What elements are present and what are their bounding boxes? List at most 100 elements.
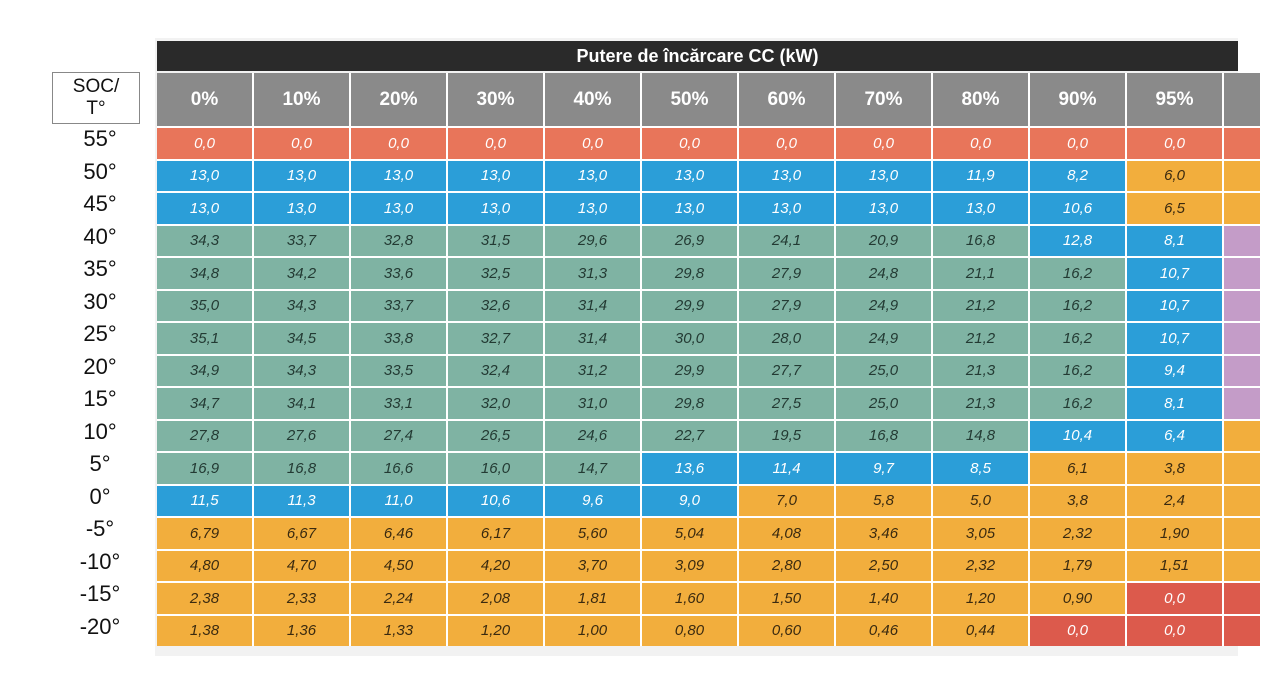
power-cell-clipped (1224, 160, 1260, 191)
power-cell: 8,1 (1127, 225, 1222, 256)
power-cell: 21,3 (933, 355, 1028, 386)
power-cell: 10,7 (1127, 290, 1222, 321)
power-cell: 22,7 (642, 420, 737, 451)
power-cell: 10,7 (1127, 323, 1222, 354)
power-cell: 13,0 (351, 160, 446, 191)
power-cell: 13,0 (642, 160, 737, 191)
power-cell: 1,20 (933, 583, 1028, 614)
power-cell: 34,5 (254, 323, 349, 354)
power-cell: 20,9 (836, 225, 931, 256)
power-cell: 31,3 (545, 258, 640, 289)
power-cell: 16,8 (836, 420, 931, 451)
charging-power-table: 0% 10% 20% 30% 40% 50% 60% 70% 80% 90% 95% 0,0 0,0 0,… (157, 73, 1260, 646)
power-cell: 11,0 (351, 485, 446, 516)
power-cell: 1,40 (836, 583, 931, 614)
power-cell: 29,8 (642, 258, 737, 289)
power-cell: 2,24 (351, 583, 446, 614)
power-cell: 6,67 (254, 518, 349, 549)
power-cell: 32,8 (351, 225, 446, 256)
power-cell: 5,0 (933, 485, 1028, 516)
power-cell: 29,8 (642, 388, 737, 419)
power-cell: 33,7 (351, 290, 446, 321)
power-cell: 1,50 (739, 583, 834, 614)
power-cell: 13,0 (448, 160, 543, 191)
power-cell: 5,8 (836, 485, 931, 516)
power-cell-clipped (1224, 290, 1260, 321)
power-cell: 16,2 (1030, 323, 1125, 354)
power-cell: 9,0 (642, 485, 737, 516)
temperature-label: 0° (89, 483, 111, 509)
power-cell: 29,6 (545, 225, 640, 256)
power-cell-clipped (1224, 615, 1260, 646)
power-cell: 4,20 (448, 550, 543, 581)
temperature-label: 10° (83, 418, 117, 444)
temperature-label: 30° (83, 288, 117, 314)
power-cell: 24,9 (836, 323, 931, 354)
power-cell-clipped (1224, 355, 1260, 386)
power-cell: 8,1 (1127, 388, 1222, 419)
soc-header: 40% (545, 73, 640, 126)
power-cell: 27,6 (254, 420, 349, 451)
power-cell: 0,0 (1030, 128, 1125, 159)
power-cell: 31,5 (448, 225, 543, 256)
power-cell: 27,5 (739, 388, 834, 419)
table-title: Putere de încărcare CC (kW) (157, 41, 1238, 71)
power-cell: 7,0 (739, 485, 834, 516)
temperature-label: 35° (83, 256, 117, 281)
power-cell: 3,46 (836, 518, 931, 549)
power-cell: 34,2 (254, 258, 349, 289)
power-cell: 24,8 (836, 258, 931, 289)
power-cell: 6,46 (351, 518, 446, 549)
power-cell: 24,6 (545, 420, 640, 451)
power-cell: 28,0 (739, 323, 834, 354)
power-cell: 21,2 (933, 290, 1028, 321)
power-cell: 11,4 (739, 453, 834, 484)
power-cell-clipped (1224, 388, 1260, 419)
power-cell: 13,0 (545, 193, 640, 224)
power-cell: 27,9 (739, 290, 834, 321)
power-cell: 0,0 (739, 128, 834, 159)
soc-header: 10% (254, 73, 349, 126)
temperature-label: 15° (83, 386, 117, 411)
power-cell: 33,5 (351, 355, 446, 386)
temperature-label: -5° (85, 516, 115, 541)
power-cell: 13,0 (448, 193, 543, 224)
power-cell: 0,0 (545, 128, 640, 159)
power-cell: 0,0 (448, 128, 543, 159)
temperature-label: 25° (83, 321, 117, 346)
temperature-label: 50° (83, 158, 117, 184)
power-cell: 10,7 (1127, 258, 1222, 289)
corner-label-soc: SOC/ (72, 76, 120, 97)
power-cell: 13,0 (545, 160, 640, 191)
power-cell: 13,0 (739, 193, 834, 224)
power-cell: 11,5 (157, 485, 252, 516)
power-cell: 14,8 (933, 420, 1028, 451)
power-cell: 2,50 (836, 550, 931, 581)
power-cell: 12,8 (1030, 225, 1125, 256)
power-cell-clipped (1224, 420, 1260, 451)
power-cell: 27,4 (351, 420, 446, 451)
power-cell: 0,0 (351, 128, 446, 159)
power-cell: 3,09 (642, 550, 737, 581)
power-cell: 9,4 (1127, 355, 1222, 386)
power-cell: 8,2 (1030, 160, 1125, 191)
power-cell: 34,9 (157, 355, 252, 386)
power-cell: 5,60 (545, 518, 640, 549)
power-cell-clipped (1224, 225, 1260, 256)
power-cell: 29,9 (642, 290, 737, 321)
power-cell: 4,80 (157, 550, 252, 581)
power-cell: 31,2 (545, 355, 640, 386)
temperature-label: -10° (79, 548, 121, 574)
power-cell: 33,8 (351, 323, 446, 354)
power-cell: 34,3 (157, 225, 252, 256)
temperature-label: -20° (79, 613, 121, 639)
power-cell-clipped (1224, 518, 1260, 549)
power-cell: 31,0 (545, 388, 640, 419)
power-cell: 10,6 (1030, 193, 1125, 224)
power-cell: 1,60 (642, 583, 737, 614)
power-cell: 21,1 (933, 258, 1028, 289)
soc-header: 70% (836, 73, 931, 126)
temperature-label: 40° (83, 223, 117, 249)
power-cell: 13,0 (254, 160, 349, 191)
power-cell: 3,05 (933, 518, 1028, 549)
